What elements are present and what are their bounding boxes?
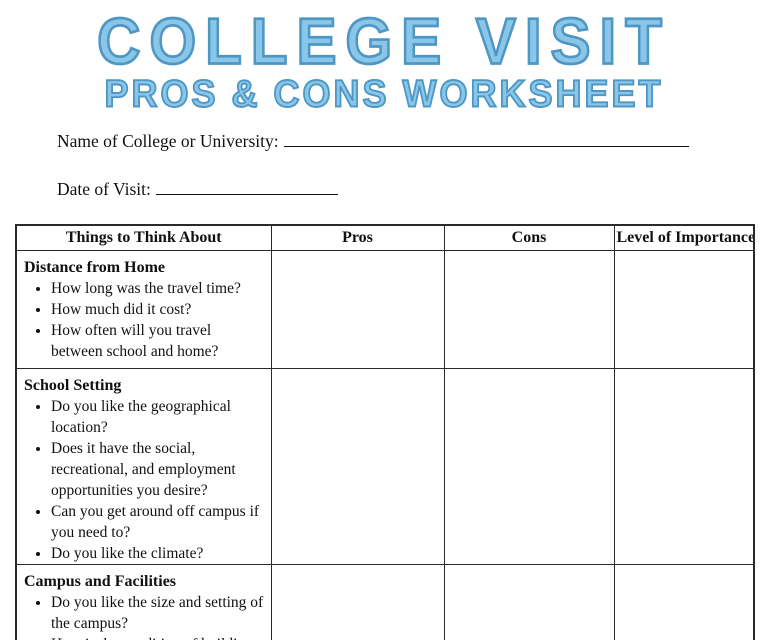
category-title: Distance from Home bbox=[24, 258, 165, 276]
worksheet-title: COLLEGE VISIT PROS & CONS WORKSHEET bbox=[0, 0, 768, 115]
topic-cell-distance-from-home: Distance from Home How long was the trav… bbox=[15, 249, 272, 369]
pros-cell bbox=[270, 249, 445, 369]
question-item: How often will you travel between school… bbox=[51, 320, 267, 362]
title-line-2: PROS & CONS WORKSHEET bbox=[104, 71, 664, 115]
question-item: How long was the travel time? bbox=[51, 278, 267, 299]
college-name-blank-line bbox=[283, 128, 689, 147]
question-list: Do you like the geographical location? D… bbox=[24, 396, 267, 564]
category-title: School Setting bbox=[24, 376, 122, 394]
question-list: Do you like the size and setting of the … bbox=[24, 592, 267, 640]
table-row-campus-and-facilities: Campus and Facilities Do you like the si… bbox=[15, 563, 755, 640]
question-item: Do you like the size and setting of the … bbox=[51, 592, 267, 634]
column-header-level-of-importance: Level of Importance bbox=[613, 224, 755, 251]
question-item: How is the condition of buildings and fa… bbox=[51, 634, 267, 640]
college-name-label: Name of College or University: bbox=[57, 131, 279, 151]
pros-cons-table: Things to Think About Pros Cons Level of… bbox=[15, 224, 755, 640]
category-title: Campus and Facilities bbox=[24, 572, 177, 590]
visit-date-blank-line bbox=[155, 176, 338, 195]
table-row-school-setting: School Setting Do you like the geographi… bbox=[15, 367, 755, 565]
cons-cell bbox=[443, 563, 615, 640]
cons-cell bbox=[443, 367, 615, 565]
visit-date-field: Date of Visit: bbox=[57, 176, 768, 200]
cons-cell bbox=[443, 249, 615, 369]
pros-cell bbox=[270, 563, 445, 640]
column-header-pros: Pros bbox=[270, 224, 445, 251]
importance-cell bbox=[613, 563, 755, 640]
question-item: How much did it cost? bbox=[51, 299, 267, 320]
college-name-field: Name of College or University: bbox=[57, 128, 768, 152]
pros-cell bbox=[270, 367, 445, 565]
topic-cell-school-setting: School Setting Do you like the geographi… bbox=[15, 367, 272, 565]
question-item: Does it have the social, recreational, a… bbox=[51, 438, 267, 501]
fill-in-fields: Name of College or University: Date of V… bbox=[57, 128, 768, 200]
question-item: Can you get around off campus if you nee… bbox=[51, 501, 267, 543]
column-header-things-to-think-about: Things to Think About bbox=[15, 224, 272, 251]
question-item: Do you like the climate? bbox=[51, 543, 267, 564]
topic-cell-campus-and-facilities: Campus and Facilities Do you like the si… bbox=[15, 563, 272, 640]
visit-date-label: Date of Visit: bbox=[57, 179, 151, 199]
importance-cell bbox=[613, 367, 755, 565]
question-list: How long was the travel time? How much d… bbox=[24, 278, 267, 362]
column-header-cons: Cons bbox=[443, 224, 615, 251]
table-header-row: Things to Think About Pros Cons Level of… bbox=[15, 224, 755, 251]
question-item: Do you like the geographical location? bbox=[51, 396, 267, 438]
title-line-1: COLLEGE VISIT bbox=[96, 5, 671, 78]
table-row-distance-from-home: Distance from Home How long was the trav… bbox=[15, 249, 755, 369]
importance-cell bbox=[613, 249, 755, 369]
